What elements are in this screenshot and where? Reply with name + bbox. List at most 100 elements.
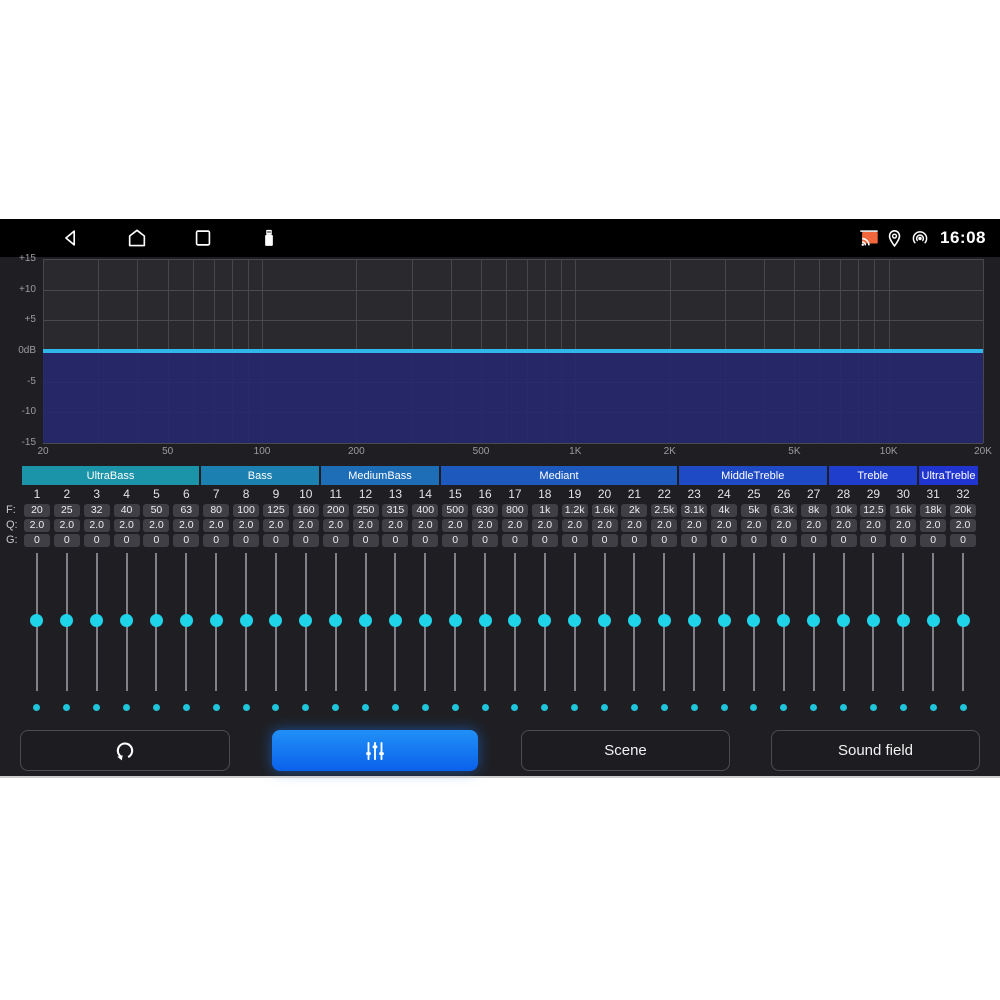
q-factor-chip-22[interactable]: 2.0 (651, 518, 678, 532)
q-factor-chip-19[interactable]: 2.0 (561, 518, 588, 532)
gain-chip-23[interactable]: 0 (681, 533, 708, 547)
gain-chip-25[interactable]: 0 (740, 533, 767, 547)
gain-slider-30[interactable] (888, 553, 918, 693)
q-factor-chip-17[interactable]: 2.0 (501, 518, 528, 532)
frequency-chip-15[interactable]: 500 (442, 503, 469, 517)
gain-chip-4[interactable]: 0 (113, 533, 140, 547)
q-factor-chip-1[interactable]: 2.0 (23, 518, 50, 532)
slider-knob-13[interactable] (388, 614, 402, 627)
slider-knob-3[interactable] (90, 614, 104, 627)
gain-slider-12[interactable] (351, 553, 381, 693)
slider-knob-29[interactable] (866, 614, 880, 627)
gain-slider-7[interactable] (201, 553, 231, 693)
gain-chip-19[interactable]: 0 (561, 533, 588, 547)
slider-knob-19[interactable] (568, 614, 582, 627)
gain-chip-32[interactable]: 0 (950, 533, 977, 547)
slider-knob-9[interactable] (269, 614, 283, 627)
gain-slider-31[interactable] (918, 553, 948, 693)
gain-chip-10[interactable]: 0 (292, 533, 319, 547)
frequency-chip-2[interactable]: 25 (53, 503, 80, 517)
slider-knob-12[interactable] (359, 614, 373, 627)
gain-chip-26[interactable]: 0 (770, 533, 797, 547)
gain-chip-30[interactable]: 0 (890, 533, 917, 547)
slider-knob-31[interactable] (926, 614, 940, 627)
gain-chip-3[interactable]: 0 (83, 533, 110, 547)
gain-slider-20[interactable] (590, 553, 620, 693)
sound-field-button[interactable]: Sound field (771, 730, 980, 771)
gain-slider-27[interactable] (799, 553, 829, 693)
slider-knob-27[interactable] (807, 614, 821, 627)
q-factor-chip-11[interactable]: 2.0 (322, 518, 349, 532)
frequency-chip-27[interactable]: 8k (800, 503, 827, 517)
gain-chip-16[interactable]: 0 (472, 533, 499, 547)
slider-knob-7[interactable] (209, 614, 223, 627)
slider-knob-1[interactable] (30, 614, 44, 627)
frequency-chip-18[interactable]: 1k (531, 503, 558, 517)
gain-chip-24[interactable]: 0 (711, 533, 738, 547)
gain-chip-1[interactable]: 0 (23, 533, 50, 547)
back-icon[interactable] (60, 227, 82, 249)
slider-knob-4[interactable] (120, 614, 134, 627)
gain-chip-18[interactable]: 0 (531, 533, 558, 547)
equalizer-tab-button[interactable] (272, 730, 478, 771)
frequency-chip-25[interactable]: 5k (740, 503, 767, 517)
q-factor-chip-10[interactable]: 2.0 (292, 518, 319, 532)
slider-knob-23[interactable] (687, 614, 701, 627)
gain-slider-14[interactable] (410, 553, 440, 693)
slider-knob-22[interactable] (657, 614, 671, 627)
frequency-chip-28[interactable]: 10k (830, 503, 857, 517)
q-factor-chip-14[interactable]: 2.0 (412, 518, 439, 532)
frequency-chip-5[interactable]: 50 (143, 503, 170, 517)
frequency-chip-1[interactable]: 20 (23, 503, 50, 517)
gain-chip-31[interactable]: 0 (920, 533, 947, 547)
q-factor-chip-24[interactable]: 2.0 (711, 518, 738, 532)
gain-slider-16[interactable] (470, 553, 500, 693)
gain-chip-8[interactable]: 0 (233, 533, 260, 547)
gain-slider-2[interactable] (52, 553, 82, 693)
gain-slider-32[interactable] (948, 553, 978, 693)
frequency-chip-19[interactable]: 1.2k (561, 503, 588, 517)
slider-knob-10[interactable] (299, 614, 313, 627)
q-factor-chip-32[interactable]: 2.0 (950, 518, 977, 532)
gain-chip-21[interactable]: 0 (621, 533, 648, 547)
slider-knob-20[interactable] (598, 614, 612, 627)
gain-chip-7[interactable]: 0 (203, 533, 230, 547)
gain-slider-9[interactable] (261, 553, 291, 693)
frequency-chip-17[interactable]: 800 (501, 503, 528, 517)
q-factor-chip-8[interactable]: 2.0 (233, 518, 260, 532)
gain-chip-22[interactable]: 0 (651, 533, 678, 547)
slider-knob-8[interactable] (239, 614, 253, 627)
gain-slider-17[interactable] (500, 553, 530, 693)
gain-slider-19[interactable] (560, 553, 590, 693)
frequency-chip-22[interactable]: 2.5k (651, 503, 678, 517)
q-factor-chip-29[interactable]: 2.0 (860, 518, 887, 532)
gain-slider-3[interactable] (82, 553, 112, 693)
gain-slider-4[interactable] (112, 553, 142, 693)
q-factor-chip-20[interactable]: 2.0 (591, 518, 618, 532)
gain-slider-15[interactable] (440, 553, 470, 693)
slider-knob-21[interactable] (627, 614, 641, 627)
frequency-chip-24[interactable]: 4k (711, 503, 738, 517)
gain-slider-28[interactable] (829, 553, 859, 693)
q-factor-chip-4[interactable]: 2.0 (113, 518, 140, 532)
frequency-chip-11[interactable]: 200 (322, 503, 349, 517)
q-factor-chip-5[interactable]: 2.0 (143, 518, 170, 532)
frequency-chip-8[interactable]: 100 (233, 503, 260, 517)
gain-chip-2[interactable]: 0 (53, 533, 80, 547)
frequency-chip-12[interactable]: 250 (352, 503, 379, 517)
gain-chip-6[interactable]: 0 (173, 533, 200, 547)
frequency-chip-7[interactable]: 80 (203, 503, 230, 517)
frequency-chip-3[interactable]: 32 (83, 503, 110, 517)
gain-slider-1[interactable] (22, 553, 52, 693)
gain-slider-8[interactable] (231, 553, 261, 693)
frequency-chip-23[interactable]: 3.1k (681, 503, 708, 517)
gain-slider-24[interactable] (709, 553, 739, 693)
gain-chip-14[interactable]: 0 (412, 533, 439, 547)
slider-knob-5[interactable] (149, 614, 163, 627)
frequency-chip-4[interactable]: 40 (113, 503, 140, 517)
gain-chip-9[interactable]: 0 (262, 533, 289, 547)
gain-chip-11[interactable]: 0 (322, 533, 349, 547)
gain-chip-15[interactable]: 0 (442, 533, 469, 547)
q-factor-chip-25[interactable]: 2.0 (740, 518, 767, 532)
slider-knob-18[interactable] (538, 614, 552, 627)
